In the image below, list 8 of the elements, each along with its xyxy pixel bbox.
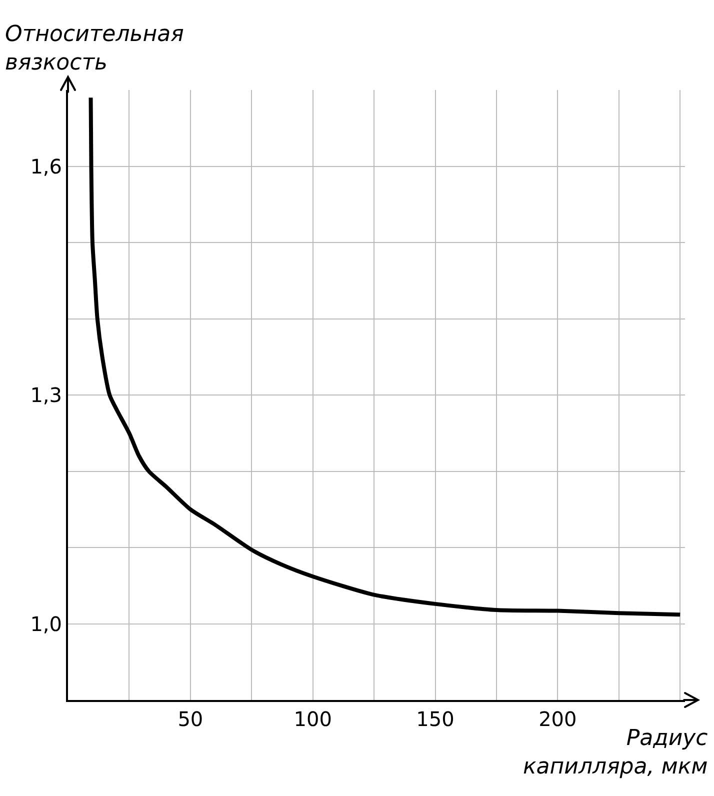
x-tick-label: 150 xyxy=(416,707,454,731)
y-axis-title: Относительная вязкость xyxy=(5,22,184,76)
line-series xyxy=(88,96,682,617)
y-tick-label: 1,0 xyxy=(30,612,62,636)
y-tick-label: 1,3 xyxy=(30,383,62,407)
x-tick-label: 50 xyxy=(178,707,204,731)
x-tick-label: 100 xyxy=(294,707,332,731)
y-tick-label: 1,6 xyxy=(30,154,62,178)
